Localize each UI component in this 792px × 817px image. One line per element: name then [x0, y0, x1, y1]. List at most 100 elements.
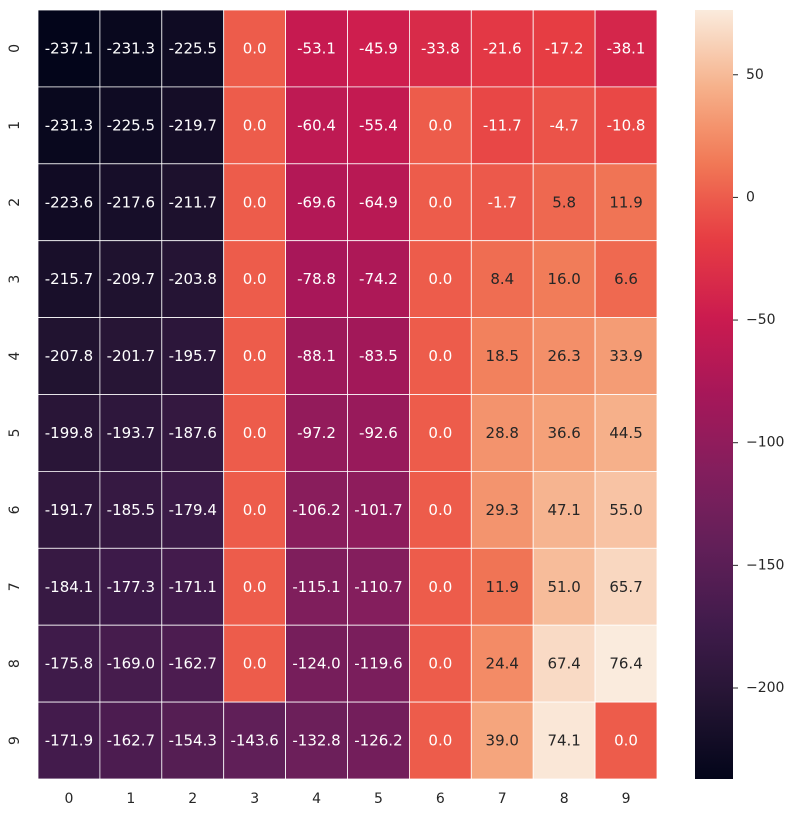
heatmap-cell: [347, 547, 410, 626]
heatmap-cell: [470, 547, 534, 626]
colorbar-tick-label: 50: [746, 67, 764, 83]
y-axis: 0 1 2 3 4 5 6 7 8 9: [7, 44, 23, 745]
cell-value-label: -225.5: [107, 116, 155, 134]
heatmap-cell: [223, 701, 286, 780]
cell-value-label: -92.6: [359, 424, 398, 442]
cell-value-label: 51.0: [547, 578, 580, 596]
heatmap-cell: [99, 163, 163, 242]
cell-value-label: 28.8: [486, 424, 519, 442]
x-tick-label: 0: [64, 791, 73, 807]
cell-value-label: -110.7: [354, 578, 402, 596]
x-tick-label: 4: [312, 791, 321, 807]
cell-value-label: -11.7: [483, 116, 522, 134]
cell-value-label: -211.7: [169, 193, 217, 211]
heatmap-cell: [37, 701, 101, 780]
cell-value-label: -53.1: [297, 39, 336, 57]
x-tick-label: 2: [188, 791, 197, 807]
y-tick-label: 2: [7, 198, 23, 207]
cell-value-label: -169.0: [107, 655, 155, 673]
cell-value-label: -195.7: [169, 347, 217, 365]
heatmap-cell: [347, 86, 410, 165]
cell-value-label: -21.6: [483, 39, 522, 57]
heatmap-cell: [347, 240, 410, 318]
cell-value-label: -185.5: [107, 501, 155, 519]
heatmap-cell: [161, 394, 225, 472]
cell-value-label: -171.9: [45, 732, 93, 750]
heatmap-cell: [99, 317, 163, 395]
cell-value-label: 0.0: [428, 347, 452, 365]
cell-value-label: 0.0: [243, 501, 267, 519]
cell-value-label: -191.7: [45, 501, 93, 519]
colorbar-tick-label: 0: [746, 189, 755, 205]
cell-value-label: 0.0: [428, 270, 452, 288]
cell-value-label: -231.3: [107, 39, 155, 57]
cell-value-label: -88.1: [297, 347, 336, 365]
cell-value-label: -199.8: [45, 424, 93, 442]
x-tick-label: 9: [622, 791, 631, 807]
cell-value-label: 24.4: [486, 655, 519, 673]
cell-value-label: 0.0: [243, 655, 267, 673]
colorbar: 50 0 −50 −100 −150 −200: [695, 10, 784, 779]
heatmap-cell: [161, 624, 225, 703]
heatmap-cell: [532, 624, 596, 703]
cell-value-label: 0.0: [428, 193, 452, 211]
cell-value-label: 0.0: [243, 193, 267, 211]
heatmap-cell: [285, 317, 348, 395]
cell-value-label: -69.6: [297, 193, 336, 211]
y-tick-label: 6: [7, 505, 23, 514]
cell-value-label: 74.1: [547, 732, 580, 750]
heatmap-cell: [594, 163, 658, 242]
heatmap-cell: [408, 394, 472, 472]
y-tick-label: 4: [7, 352, 23, 361]
heatmap-cell: [223, 394, 286, 472]
heatmap-cell: [347, 701, 410, 780]
cell-value-label: 0.0: [428, 655, 452, 673]
heatmap-cell: [347, 394, 410, 472]
cell-value-label: -162.7: [169, 655, 217, 673]
heatmap-cell: [37, 240, 101, 318]
heatmap-cell: [470, 470, 534, 549]
heatmap-cell: [223, 547, 286, 626]
cell-value-label: -101.7: [354, 501, 402, 519]
cell-value-label: -83.5: [359, 347, 398, 365]
x-tick-label: 7: [498, 791, 507, 807]
cell-value-label: -203.8: [169, 270, 217, 288]
cell-value-label: 0.0: [243, 424, 267, 442]
cell-value-label: -179.4: [169, 501, 217, 519]
cell-value-label: 11.9: [609, 193, 642, 211]
heatmap-cell: [347, 470, 410, 549]
cell-value-label: -124.0: [292, 655, 340, 673]
cell-value-label: -106.2: [292, 501, 340, 519]
cell-value-label: 18.5: [486, 347, 519, 365]
heatmap-cell: [37, 394, 101, 472]
heatmap-cell: [37, 470, 101, 549]
cell-value-label: 44.5: [609, 424, 642, 442]
cell-value-label: -143.6: [230, 732, 278, 750]
heatmap-cell: [408, 701, 472, 780]
heatmap-cell: [347, 9, 410, 88]
heatmap-cell: [285, 701, 348, 780]
y-tick-label: 7: [7, 582, 23, 591]
heatmap-cell: [408, 547, 472, 626]
cell-value-label: 47.1: [547, 501, 580, 519]
heatmap-cell: [161, 701, 225, 780]
heatmap-cell: [594, 701, 658, 780]
heatmap-cell: [408, 163, 472, 242]
cell-value-label: -231.3: [45, 116, 93, 134]
colorbar-tick-label: −150: [746, 557, 784, 573]
heatmap-cell: [594, 624, 658, 703]
heatmap-cell: [532, 163, 596, 242]
cell-value-label: -1.7: [488, 193, 517, 211]
cell-value-label: 36.6: [547, 424, 580, 442]
heatmap-cell: [594, 317, 658, 395]
cell-value-label: 0.0: [243, 270, 267, 288]
heatmap-cell: [408, 240, 472, 318]
cell-value-label: -207.8: [45, 347, 93, 365]
heatmap-cell: [161, 163, 225, 242]
heatmap-cell: [223, 470, 286, 549]
cell-value-label: -119.6: [354, 655, 402, 673]
y-tick-label: 1: [7, 121, 23, 130]
heatmap-cell: [285, 163, 348, 242]
heatmap-cell: [285, 240, 348, 318]
y-tick-label: 5: [7, 428, 23, 437]
